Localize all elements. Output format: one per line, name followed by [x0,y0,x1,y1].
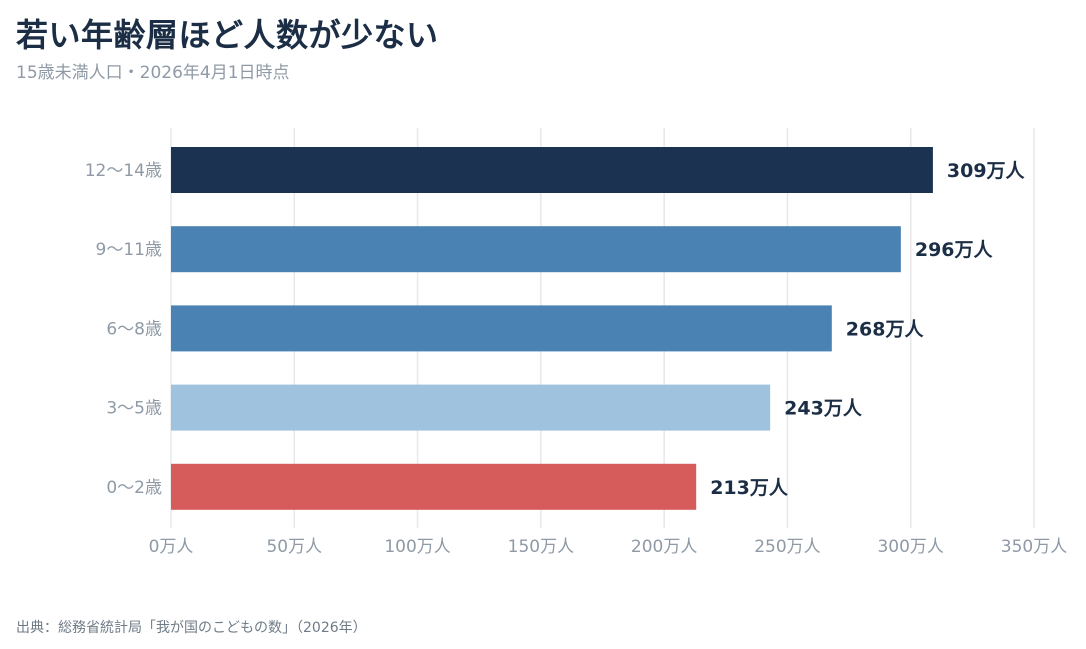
value-label: 213万人 [710,477,789,499]
category-label: 9〜11歳 [96,240,162,260]
value-labels: 309万人 296万人 268万人 243万人 213万人 [710,160,1025,499]
x-tick-label: 0万人 [149,537,194,557]
category-label: 12〜14歳 [85,161,162,181]
value-label: 243万人 [784,398,863,420]
x-tick-label: 200万人 [631,537,697,557]
x-tick-label: 300万人 [877,537,943,557]
x-tick-labels: 0万人 50万人 100万人 150万人 200万人 250万人 300万人 350万人 [149,537,1068,557]
chart-title: 若い年齢層ほど人数が少ない [16,16,439,54]
x-tick-label: 250万人 [754,537,820,557]
bar [171,384,771,431]
bar [171,147,933,193]
value-label: 309万人 [947,160,1026,182]
category-label: 3〜5歳 [106,399,162,419]
chart-subtitle: 15歳未満人口・2026年4月1日時点 [16,63,290,83]
bar [171,305,832,352]
x-tick-label: 350万人 [1001,537,1067,557]
x-tick-label: 50万人 [266,537,322,557]
value-label: 268万人 [846,318,925,340]
source-note: 出典：総務省統計局「我が国のこどもの数」（2026年） [16,620,367,636]
x-tick-label: 150万人 [508,537,574,557]
value-label: 296万人 [915,239,994,261]
bar [171,463,697,510]
bars [171,147,933,510]
category-label: 6〜8歳 [106,319,162,339]
bar [171,226,901,273]
category-labels: 12〜14歳 9〜11歳 6〜8歳 3〜5歳 0〜2歳 [85,161,162,498]
category-label: 0〜2歳 [106,478,162,498]
x-tick-label: 100万人 [384,537,450,557]
